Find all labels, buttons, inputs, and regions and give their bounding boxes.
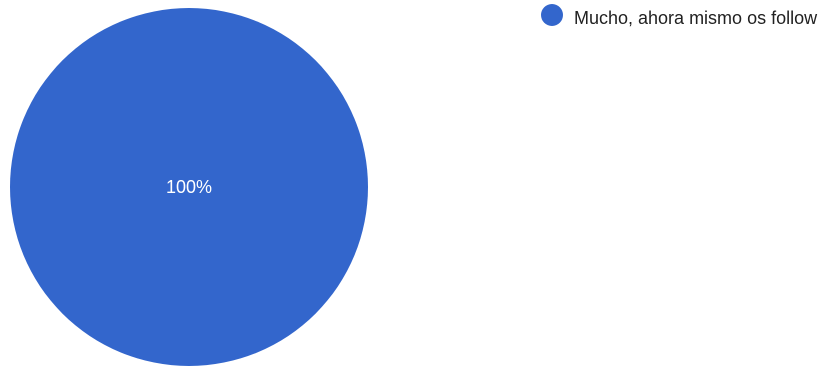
pie-slice[interactable]: [10, 8, 368, 366]
chart-legend: Mucho, ahora mismo os follow: [541, 4, 835, 32]
legend-label: Mucho, ahora mismo os follow: [574, 8, 818, 28]
legend-item[interactable]: Mucho, ahora mismo os follow: [541, 4, 835, 32]
pie-slices: [10, 8, 368, 366]
legend-swatch: [541, 4, 563, 26]
slice-label: 100%: [166, 177, 212, 197]
